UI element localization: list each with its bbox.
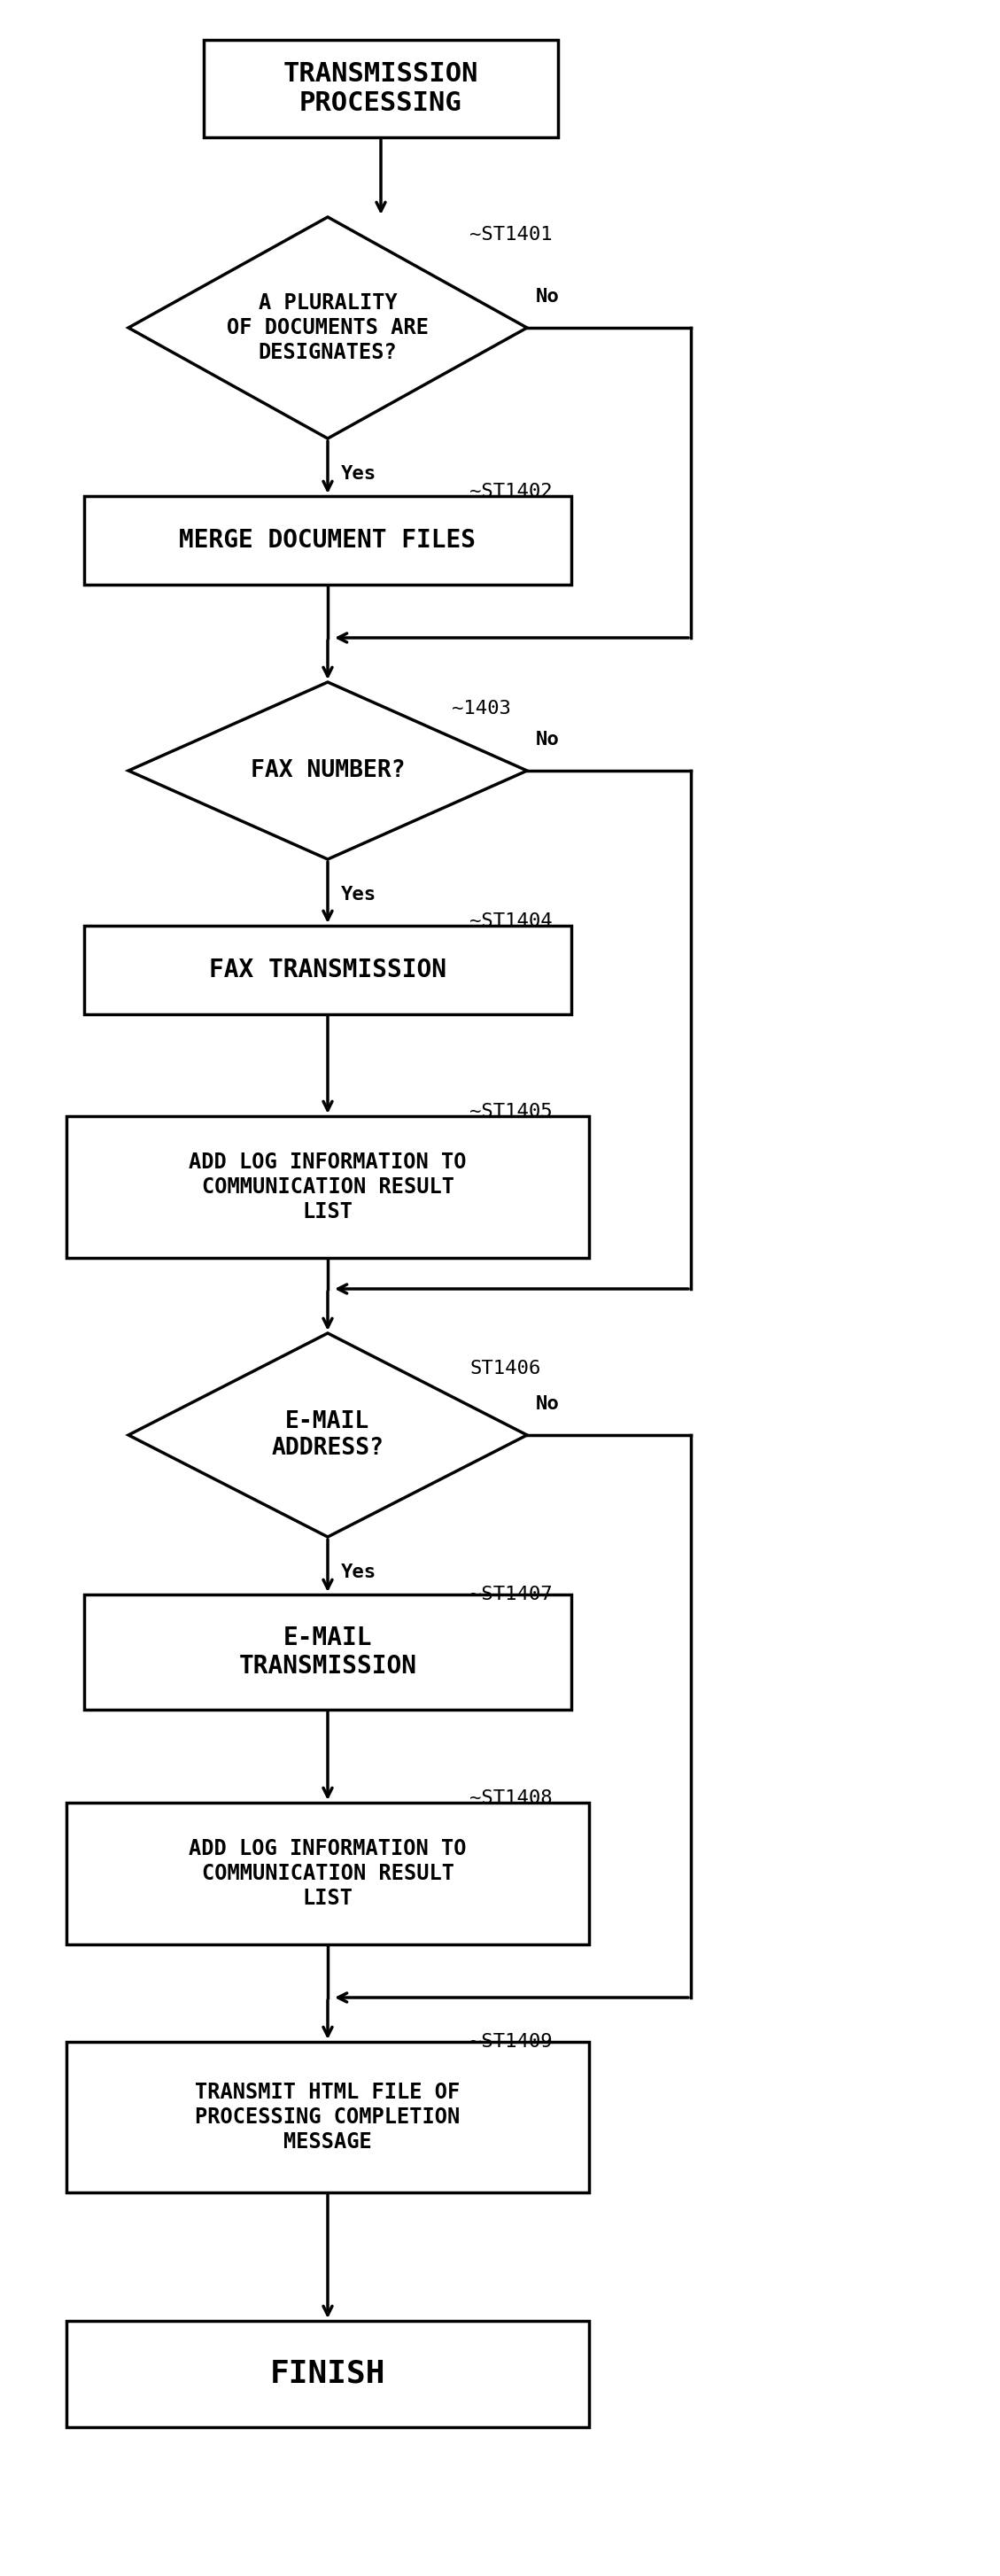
Text: A PLURALITY
OF DOCUMENTS ARE
DESIGNATES?: A PLURALITY OF DOCUMENTS ARE DESIGNATES? [227, 294, 429, 363]
FancyBboxPatch shape [84, 497, 571, 585]
Polygon shape [128, 1334, 527, 1538]
FancyBboxPatch shape [84, 925, 571, 1015]
Text: MERGE DOCUMENT FILES: MERGE DOCUMENT FILES [179, 528, 476, 554]
Text: Yes: Yes [341, 1564, 377, 1582]
Text: Yes: Yes [341, 466, 377, 482]
Text: TRANSMISSION
PROCESSING: TRANSMISSION PROCESSING [283, 62, 479, 116]
Text: FAX NUMBER?: FAX NUMBER? [250, 760, 405, 783]
Text: ~ST1409: ~ST1409 [469, 2032, 552, 2050]
FancyBboxPatch shape [84, 1595, 571, 1710]
FancyBboxPatch shape [204, 39, 558, 137]
FancyBboxPatch shape [66, 2043, 589, 2192]
FancyBboxPatch shape [66, 1803, 589, 1945]
Text: E-MAIL
TRANSMISSION: E-MAIL TRANSMISSION [239, 1625, 417, 1680]
FancyBboxPatch shape [66, 1115, 589, 1257]
Text: ~1403: ~1403 [452, 701, 511, 719]
Text: TRANSMIT HTML FILE OF
PROCESSING COMPLETION
MESSAGE: TRANSMIT HTML FILE OF PROCESSING COMPLET… [195, 2081, 460, 2154]
Text: ST1406: ST1406 [469, 1360, 541, 1378]
Text: FAX TRANSMISSION: FAX TRANSMISSION [209, 958, 446, 981]
Text: FINISH: FINISH [270, 2360, 386, 2388]
Polygon shape [128, 683, 527, 860]
Text: No: No [536, 732, 560, 750]
Text: ~ST1407: ~ST1407 [469, 1587, 552, 1602]
Text: No: No [536, 289, 560, 307]
Text: E-MAIL
ADDRESS?: E-MAIL ADDRESS? [271, 1409, 384, 1461]
Text: ~ST1408: ~ST1408 [469, 1790, 552, 1808]
FancyBboxPatch shape [66, 2321, 589, 2427]
Text: ~ST1405: ~ST1405 [469, 1103, 552, 1121]
Text: ~ST1402: ~ST1402 [469, 482, 552, 500]
Text: ~ST1404: ~ST1404 [469, 912, 552, 930]
Text: ~ST1401: ~ST1401 [469, 227, 552, 245]
Text: ADD LOG INFORMATION TO
COMMUNICATION RESULT
LIST: ADD LOG INFORMATION TO COMMUNICATION RES… [189, 1151, 467, 1221]
Text: ADD LOG INFORMATION TO
COMMUNICATION RESULT
LIST: ADD LOG INFORMATION TO COMMUNICATION RES… [189, 1839, 467, 1909]
Polygon shape [128, 216, 527, 438]
Text: No: No [536, 1396, 560, 1412]
Text: Yes: Yes [341, 886, 377, 904]
